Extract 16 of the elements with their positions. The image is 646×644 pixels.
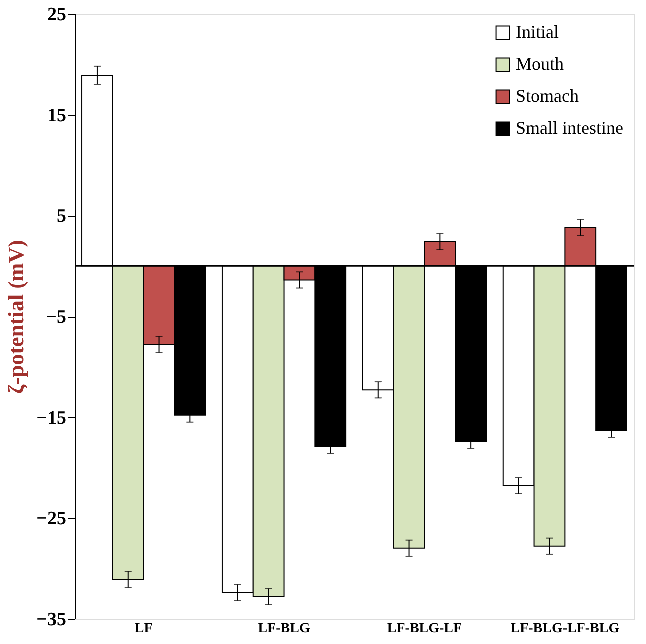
x-tick-label: LF-BLG-LF (387, 622, 462, 636)
y-tick-label: −35 (36, 610, 66, 630)
y-tick-label: −25 (36, 508, 66, 530)
legend-label: Small intestine (516, 118, 624, 138)
y-tick-label: 5 (57, 206, 66, 228)
x-tick-label: LF-BLG-LF-BLG (510, 622, 620, 636)
y-tick-label: 15 (48, 105, 66, 126)
x-tick-label: LF-BLG (258, 622, 310, 636)
y-axis-title: ζ-potential (mV) (4, 240, 29, 394)
y-tick-label: −5 (46, 307, 66, 328)
y-tick-label: −15 (36, 408, 66, 429)
legend-label: Mouth (516, 54, 564, 74)
legend-label: Stomach (516, 86, 579, 106)
y-tick-label: 25 (48, 4, 66, 26)
legend-label: Initial (516, 22, 559, 42)
x-tick-label: LF (134, 622, 153, 636)
